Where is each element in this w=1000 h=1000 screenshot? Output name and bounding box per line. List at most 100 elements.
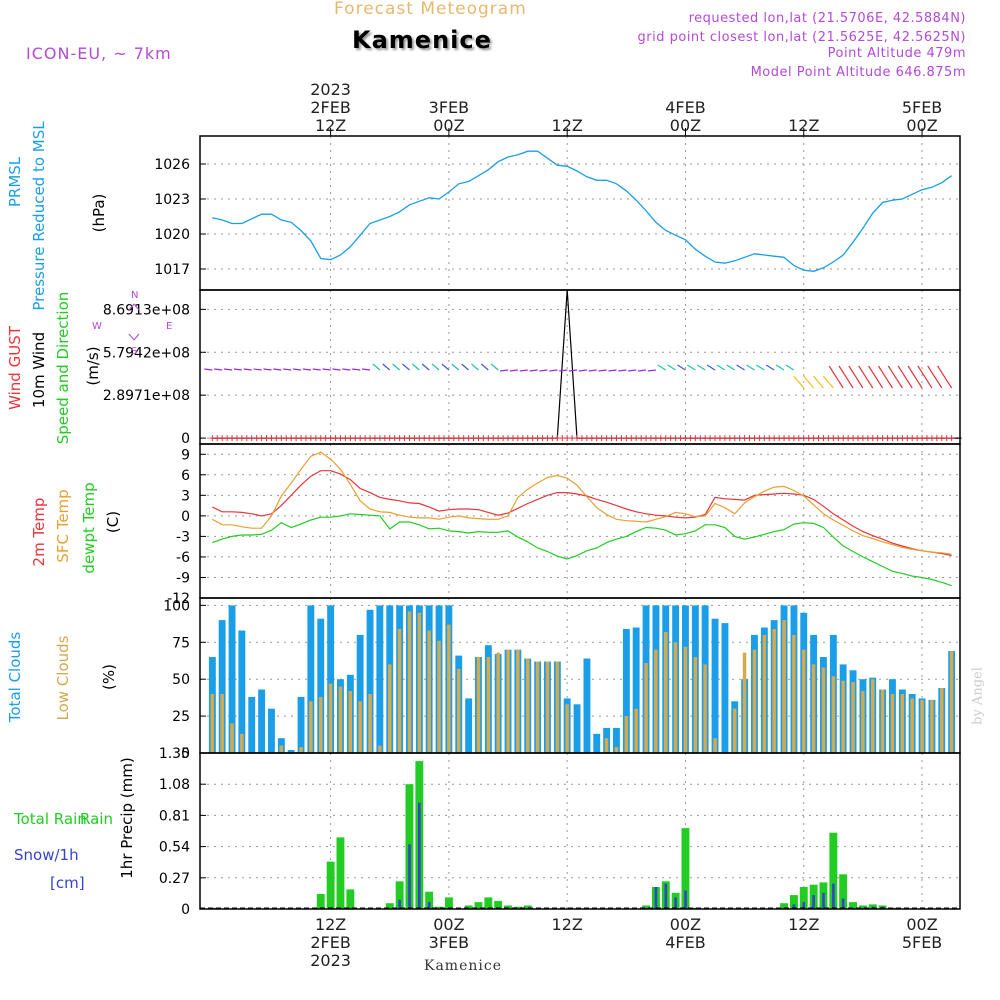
time-label-top: 3FEB (429, 98, 469, 117)
panel-frame-3 (199, 443, 961, 599)
low-cloud-bar (920, 699, 924, 753)
time-label-bottom: 00Z (433, 915, 464, 934)
rain-bar (484, 897, 493, 909)
total-cloud-bar (613, 727, 620, 753)
y-tick-label: 6 (181, 468, 190, 484)
snow-bar (802, 902, 806, 909)
low-cloud-bar (880, 689, 885, 753)
y-tick-label: 1.08 (159, 777, 190, 793)
low-cloud-bar (309, 701, 313, 753)
low-cloud-bar (486, 657, 491, 753)
y-tick-label: -6 (176, 550, 190, 566)
wind-arrow (598, 369, 607, 372)
low-cloud-bar (673, 642, 678, 753)
low-cloud-bar (733, 708, 737, 753)
time-label-bottom: 00Z (906, 915, 937, 934)
rain-bar (839, 874, 848, 909)
low-cloud-bar (604, 738, 609, 753)
total-cloud-bar (356, 634, 364, 753)
wind-arrow (490, 363, 499, 371)
low-cloud-bar (328, 683, 333, 753)
low-cloud-bar (871, 679, 875, 753)
total-cloud-bar (632, 627, 640, 753)
snow-bar (427, 902, 431, 909)
pressure-unit: (hPa) (90, 194, 108, 233)
low-cloud-bar (565, 704, 569, 753)
wind-arrow (813, 375, 824, 389)
wind-arrow (559, 369, 568, 372)
wind-arrow (509, 369, 518, 372)
wind-arrow (283, 368, 292, 371)
wind-arrow (411, 363, 420, 371)
total-cloud-bar (287, 750, 295, 753)
low-cloud-bar (526, 658, 530, 753)
rain-bar (681, 828, 690, 909)
low-cloud-bar (230, 723, 234, 753)
wind-arrow (858, 365, 874, 389)
wind-arrow (628, 369, 637, 372)
total-clouds-label: Total Clouds (6, 632, 24, 724)
requested-coords: requested lon,lat (21.5706E, 42.5884N) (688, 11, 966, 26)
snow-bar (664, 883, 668, 909)
rain-bar (829, 832, 838, 909)
y-tick-label: -9 (176, 570, 190, 586)
wind-arrow (793, 375, 805, 389)
wind-arrow (657, 364, 667, 371)
wind-arrow (361, 368, 371, 371)
y-tick-label: 75 (172, 635, 190, 651)
model-name: ICON-EU, ~ 7km (26, 44, 172, 63)
time-label-top: 4FEB (665, 98, 705, 117)
wind-arrow (451, 363, 460, 371)
low-cloud-bar (319, 696, 323, 753)
wind-arrow (352, 368, 361, 371)
low-cloud-bar (279, 745, 283, 753)
total-cloud-bar (218, 620, 226, 753)
low-cloud-bar (368, 694, 372, 753)
low-cloud-bar (447, 624, 451, 753)
snow-unit-label: [cm] (50, 874, 85, 892)
wind-arrow (431, 363, 440, 371)
wind-arrow (253, 368, 262, 371)
total-cloud-bar (238, 630, 246, 753)
total-cloud-bar (228, 605, 236, 753)
y-tick-label: 25 (172, 709, 190, 725)
y-tick-label: 9 (181, 447, 190, 463)
low-cloud-bar (811, 664, 816, 753)
model-altitude: Model Point Altitude 646.875m (750, 65, 966, 80)
snow-bar (841, 898, 845, 909)
low-cloud-bar (930, 699, 934, 753)
wind-10m-label: 10m Wind (30, 332, 48, 408)
wind-arrow (588, 369, 597, 372)
wind-arrow (539, 369, 548, 372)
y-tick-label: 1026 (154, 157, 190, 173)
total-cloud-bar (376, 605, 384, 753)
y-tick-label: 0 (181, 902, 190, 918)
time-label-top: 00Z (433, 116, 464, 135)
wind-arrow (696, 364, 706, 371)
y-tick-label: 100 (163, 598, 190, 614)
wind-arrow (706, 364, 716, 371)
compass-east: E (166, 321, 172, 332)
panel-frame-2 (199, 289, 961, 445)
temp-sfc-label: SFC Temp (54, 489, 72, 562)
rain-bar (849, 902, 857, 909)
low-cloud-bar (713, 738, 717, 753)
total-cloud-bar (317, 618, 325, 753)
wind-arrow (756, 364, 765, 371)
total-cloud-bar (297, 696, 305, 753)
time-label-top: 2023 (310, 80, 351, 99)
low-cloud-bar (634, 708, 638, 753)
low-cloud-bar (752, 649, 757, 753)
clouds-unit: (%) (100, 664, 118, 690)
rain-bar (474, 902, 483, 909)
low-cloud-bar (782, 620, 786, 753)
wind-arrow (302, 368, 311, 371)
time-label-bottom: 00Z (670, 915, 701, 934)
wind-arrow (868, 365, 884, 389)
time-label-bottom: 4FEB (665, 933, 705, 952)
wind-arrow (927, 365, 943, 389)
rain-bar (385, 903, 394, 909)
wind-arrow (578, 369, 587, 372)
rain-bar (326, 861, 335, 909)
